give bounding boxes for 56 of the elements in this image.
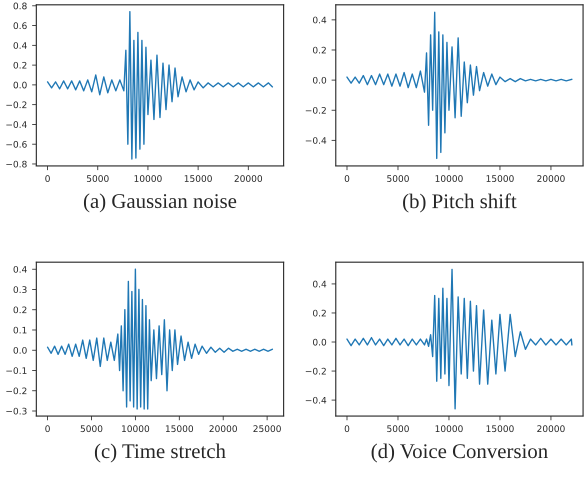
y-tick-label: 0.4 (312, 280, 326, 288)
x-tick-label: 15000 (486, 175, 514, 182)
y-tick-label: 0.0 (312, 76, 326, 84)
y-tick-label: 0.2 (312, 46, 326, 54)
y-tick-label: 0.4 (14, 266, 27, 273)
x-tick-label: 10000 (122, 425, 150, 432)
y-tick-label: −0.2 (306, 368, 326, 375)
x-axis-title: (b) Pitch shift (403, 193, 517, 213)
y-tick-label: 0.4 (312, 16, 326, 24)
y-tick-label: 0.1 (14, 326, 26, 334)
y-tick-label: −0.3 (6, 408, 27, 415)
y-tick-label: 0.8 (14, 2, 27, 10)
y-tick-label: −0.2 (306, 106, 326, 114)
y-tick-label: −0.4 (306, 396, 326, 404)
x-tick-label: 20000 (234, 175, 262, 182)
line-series (346, 268, 573, 410)
x-tick-label: 0 (344, 425, 350, 432)
y-tick-label: 0.2 (14, 62, 26, 69)
x-tick-label: 10000 (436, 425, 463, 432)
x-tick-label: 0 (45, 425, 50, 432)
x-axis-title: (a) Gaussian noise (84, 193, 236, 212)
y-tick-label: 0.2 (14, 306, 26, 314)
x-tick-label: 15000 (486, 425, 514, 432)
x-tick-label: 20000 (537, 175, 565, 182)
y-tick-label: 0.6 (14, 22, 27, 30)
line-series (346, 12, 573, 160)
y-tick-label: −0.2 (6, 387, 26, 394)
x-axis-title: (d) Voice Conversion (372, 444, 548, 462)
x-tick-label: 15000 (184, 175, 212, 182)
x-tick-label: 10000 (436, 175, 463, 182)
x-tick-label: 15000 (166, 425, 194, 432)
y-tick-label: 0.0 (312, 338, 326, 346)
x-tick-label: 5000 (86, 175, 109, 182)
x-axis-title: (c) Time stretch (94, 444, 226, 462)
y-tick-label: 0.0 (14, 346, 27, 354)
y-tick-label: −0.2 (6, 101, 26, 108)
y-tick-label: 0.2 (312, 310, 326, 317)
y-tick-label: −0.6 (6, 140, 27, 148)
x-tick-label: 5000 (80, 425, 102, 432)
y-tick-label: 0.3 (14, 286, 27, 294)
y-tick-label: −0.4 (306, 137, 326, 144)
x-tick-label: 20000 (210, 425, 237, 432)
x-tick-label: 25000 (253, 425, 281, 432)
line-series (46, 268, 274, 410)
y-tick-label: −0.1 (6, 367, 26, 374)
y-tick-label: −0.8 (6, 160, 27, 168)
x-tick-label: 0 (344, 175, 350, 182)
x-tick-label: 0 (45, 175, 50, 182)
y-tick-label: 0.4 (14, 42, 27, 49)
x-tick-label: 10000 (134, 175, 162, 182)
x-tick-label: 5000 (387, 175, 409, 182)
x-tick-label: 5000 (387, 425, 409, 432)
x-tick-label: 20000 (537, 425, 565, 432)
y-tick-label: 0.0 (14, 82, 27, 88)
line-series (46, 11, 274, 160)
y-tick-label: −0.4 (6, 121, 27, 128)
